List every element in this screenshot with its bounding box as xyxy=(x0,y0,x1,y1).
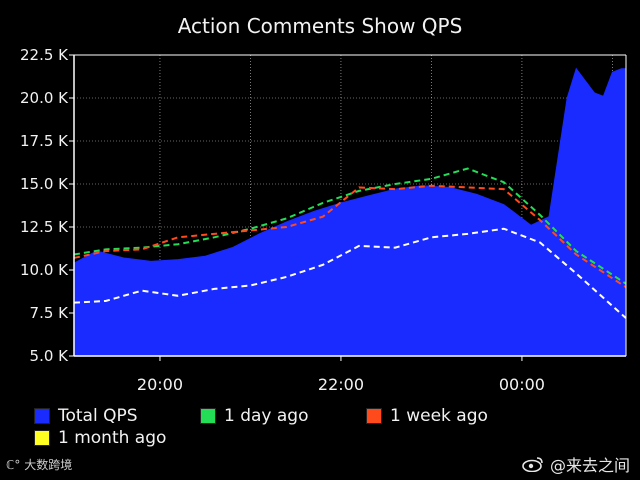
watermark-logo-icon: ℂ° xyxy=(6,458,21,472)
legend-swatch xyxy=(34,430,50,446)
legend-label: 1 month ago xyxy=(58,428,167,448)
y-tick-label: 7.5 K xyxy=(30,304,70,322)
legend-label: 1 week ago xyxy=(390,406,488,426)
weibo-logo-icon xyxy=(522,457,543,472)
legend-swatch xyxy=(34,408,50,424)
legend-item-1-month-ago: 1 month ago xyxy=(34,428,166,448)
series-area-total-qps xyxy=(73,67,627,357)
watermark-right: @来去之间 xyxy=(522,452,630,476)
y-tick-label: 15.0 K xyxy=(20,175,69,193)
watermark-left-text: 大数跨境 xyxy=(24,458,73,472)
y-tick-label: 10.0 K xyxy=(20,261,69,279)
series-line-1-day-ago xyxy=(73,167,627,285)
watermark-left: ℂ° 大数跨境 xyxy=(6,456,72,473)
y-tick-label: 17.5 K xyxy=(20,132,69,150)
legend-label: 1 day ago xyxy=(224,406,309,426)
x-tick-label: 20:00 xyxy=(137,375,183,394)
legend-label: Total QPS xyxy=(58,406,138,426)
x-tick-label: 22:00 xyxy=(318,375,364,394)
x-tick-label: 00:00 xyxy=(499,375,545,394)
y-tick-label: 5.0 K xyxy=(30,347,70,365)
y-tick-label: 22.5 K xyxy=(20,46,69,64)
chart-title: Action Comments Show QPS xyxy=(177,14,463,38)
legend-swatch xyxy=(366,408,382,424)
legend-item-total-qps: Total QPS xyxy=(34,406,138,426)
series-line-1-month-ago xyxy=(73,227,627,319)
legend-item-1-week-ago: 1 week ago xyxy=(366,406,488,426)
y-tick-label: 12.5 K xyxy=(20,218,69,236)
legend-swatch xyxy=(200,408,216,424)
legend-item-1-day-ago: 1 day ago xyxy=(200,406,309,426)
watermark-right-text: @来去之间 xyxy=(549,456,630,475)
y-tick-label: 20.0 K xyxy=(20,89,69,107)
